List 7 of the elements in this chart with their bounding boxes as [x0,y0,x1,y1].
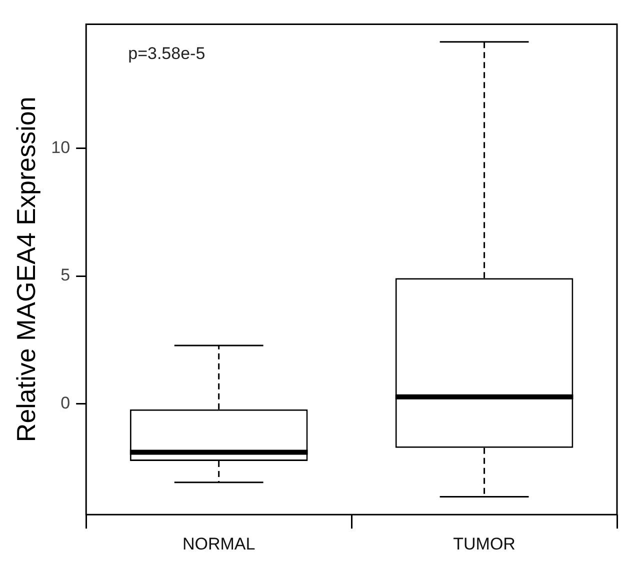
x-tick-label: TUMOR [453,534,516,554]
y-tick-label: 0 [60,393,70,412]
y-axis-title: Relative MAGEA4 Expression [10,96,41,442]
y-tick-label: 10 [51,138,70,158]
x-tick-label: NORMAL [182,534,256,554]
y-tick-label: 5 [60,266,70,285]
annotation: p=3.58e-5 [128,44,206,63]
